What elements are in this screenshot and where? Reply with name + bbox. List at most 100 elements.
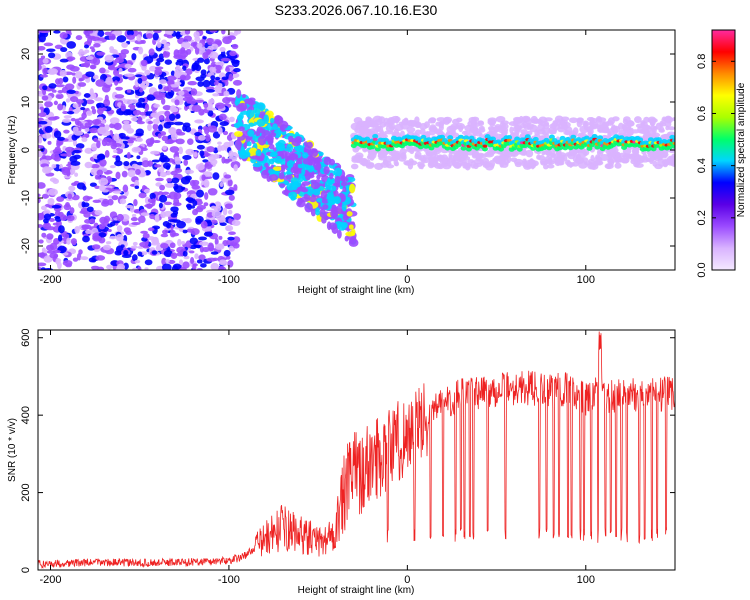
heatmap-cell — [138, 192, 147, 199]
heatmap-cell — [221, 30, 226, 35]
heatmap-cell — [62, 110, 69, 115]
heatmap-cell — [148, 48, 155, 56]
heatmap-cell — [147, 227, 155, 232]
heatmap-cell — [108, 33, 116, 41]
heatmap-cell — [130, 99, 139, 104]
heatmap-cell — [591, 134, 598, 139]
heatmap-cell — [330, 208, 339, 219]
heatmap-cell — [162, 220, 170, 227]
heatmap-cell — [123, 249, 129, 256]
heatmap-cell — [570, 134, 577, 140]
heatmap-cell — [131, 53, 137, 61]
heatmap-cell — [41, 95, 49, 101]
heatmap-cell — [115, 86, 123, 91]
heatmap-cell — [134, 185, 140, 189]
heatmap-cell — [167, 219, 178, 223]
heatmap-cell — [188, 250, 195, 254]
heatmap-cell — [206, 146, 215, 153]
heatmap-cell — [52, 148, 62, 155]
heatmap-cell — [57, 103, 64, 111]
heatmap-cell — [203, 202, 209, 207]
heatmap-cell — [231, 43, 239, 50]
heatmap-cell — [79, 210, 89, 215]
heatmap-cell — [437, 155, 445, 161]
heatmap-cell — [72, 257, 79, 262]
heatmap-cell — [78, 78, 83, 82]
heatmap-cell — [38, 239, 44, 244]
heatmap-cell — [164, 30, 174, 35]
heatmap-cell — [141, 160, 150, 168]
heatmap-cell — [69, 96, 79, 103]
heatmap-cell — [211, 210, 221, 218]
heatmap-cell — [388, 146, 395, 152]
heatmap-cell — [203, 179, 210, 187]
heatmap-cell — [175, 128, 182, 135]
snr-y-tick-label: 600 — [20, 329, 32, 347]
heatmap-cell — [190, 42, 197, 47]
heatmap-cell — [207, 125, 218, 133]
heatmap-cell — [591, 123, 601, 128]
heatmap-cell — [429, 124, 437, 132]
heatmap-cell — [53, 30, 61, 34]
heatmap-cell — [168, 191, 178, 200]
heatmap-cell — [161, 257, 167, 266]
heatmap-cell — [38, 63, 42, 71]
heatmap-cell — [96, 140, 101, 149]
heatmap-cell — [115, 171, 121, 180]
heatmap-cell — [76, 120, 82, 127]
heatmap-cell — [57, 261, 62, 270]
heatmap-cell — [72, 103, 79, 109]
heatmap-cell — [217, 144, 223, 152]
heatmap-cell — [120, 103, 126, 112]
heatmap-cell — [255, 131, 261, 137]
heatmap-cell — [74, 172, 79, 177]
heatmap-cell — [184, 30, 191, 35]
heatmap-cell — [56, 196, 65, 202]
heatmap-cell — [170, 170, 178, 176]
heatmap-cell — [448, 152, 453, 160]
heatmap-cell — [281, 164, 286, 173]
heatmap-cell — [489, 121, 496, 127]
heatmap-cell — [111, 195, 119, 201]
heatmap-cell — [380, 132, 387, 138]
heatmap-cell — [107, 65, 116, 71]
heatmap-x-label: Height of straight line (km) — [298, 285, 415, 296]
heatmap-cell — [350, 163, 359, 170]
heatmap-cell — [361, 120, 372, 129]
heatmap-cell — [302, 158, 313, 165]
heatmap-cell — [191, 64, 196, 72]
heatmap-cell — [137, 116, 143, 124]
heatmap-cell — [66, 169, 71, 177]
heatmap-cell — [101, 189, 109, 193]
heatmap-cell — [178, 146, 184, 155]
heatmap-cell — [175, 114, 181, 119]
heatmap-cell — [312, 188, 321, 196]
heatmap-cell — [96, 169, 104, 176]
heatmap-cell — [67, 193, 73, 200]
heatmap-cell — [93, 137, 99, 143]
heatmap-cell — [175, 31, 181, 40]
heatmap-cell — [308, 196, 317, 203]
heatmap-cell — [232, 236, 241, 244]
heatmap-cell — [634, 116, 642, 124]
heatmap-cell — [358, 157, 369, 166]
heatmap-cell — [197, 236, 208, 241]
heatmap-cell — [223, 174, 232, 179]
heatmap-cell — [231, 59, 240, 68]
heatmap-cell — [220, 50, 226, 58]
heatmap-cell — [176, 252, 185, 257]
heatmap-cell — [217, 126, 223, 135]
heatmap-cell — [215, 64, 222, 71]
heatmap-cell — [285, 174, 294, 180]
heatmap-cell — [199, 246, 204, 253]
heatmap-cell — [417, 144, 424, 150]
heatmap-cell — [234, 139, 242, 149]
heatmap-cell — [328, 222, 338, 230]
heatmap-cell — [66, 89, 76, 94]
heatmap-cell — [206, 257, 217, 262]
heatmap-cell — [65, 98, 71, 103]
heatmap-cell — [514, 136, 521, 142]
heatmap-cell — [183, 159, 189, 166]
